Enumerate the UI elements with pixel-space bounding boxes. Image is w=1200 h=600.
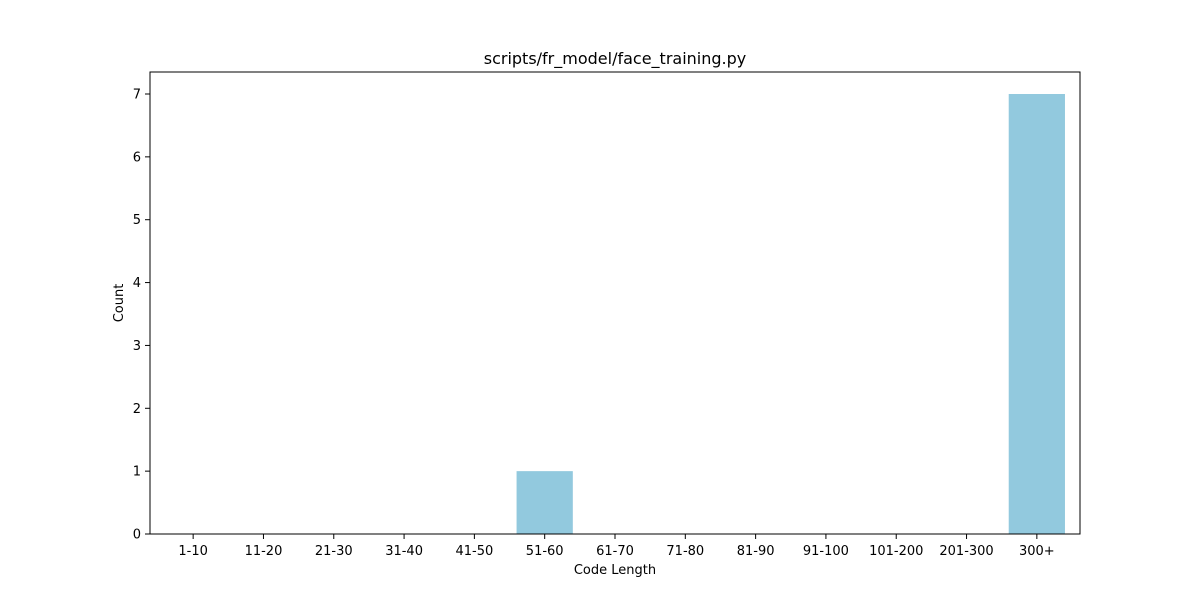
x-tick-label: 51-60: [526, 544, 564, 559]
bar-300+: [1008, 94, 1065, 534]
x-tick-label: 61-70: [596, 544, 634, 559]
y-tick-label: 4: [133, 276, 141, 291]
x-tick-label: 71-80: [666, 544, 704, 559]
x-axis-label: Code Length: [574, 563, 656, 578]
y-tick-label: 2: [133, 402, 141, 417]
x-tick-label: 300+: [1019, 544, 1055, 559]
x-tick-label: 101-200: [869, 544, 923, 559]
y-axis-label: Count: [112, 284, 127, 323]
x-tick-label: 21-30: [315, 544, 353, 559]
bar-51-60: [516, 471, 573, 534]
y-axis-ticks: 0 1 2 3 4 5 6 7: [133, 88, 150, 543]
y-tick-label: 7: [133, 88, 141, 103]
y-tick-label: 3: [133, 339, 141, 354]
y-tick-label: 1: [133, 465, 141, 480]
bars-layer: [516, 94, 1065, 534]
y-tick-label: 5: [133, 213, 141, 228]
x-tick-label: 1-10: [178, 544, 208, 559]
x-tick-label: 11-20: [245, 544, 283, 559]
x-tick-label: 41-50: [455, 544, 493, 559]
x-tick-label: 81-90: [737, 544, 775, 559]
x-tick-label: 201-300: [939, 544, 993, 559]
x-tick-label: 91-100: [803, 544, 849, 559]
plot-frame: [149, 71, 1081, 535]
chart-title: scripts/fr_model/face_training.py: [484, 49, 747, 69]
x-tick-label: 31-40: [385, 544, 423, 559]
x-axis-ticks: 1-10 11-20 21-30 31-40 41-50 51-60 61-70 71-80 8…: [178, 534, 1055, 559]
y-tick-label: 6: [133, 150, 141, 165]
y-tick-label: 0: [133, 528, 141, 543]
